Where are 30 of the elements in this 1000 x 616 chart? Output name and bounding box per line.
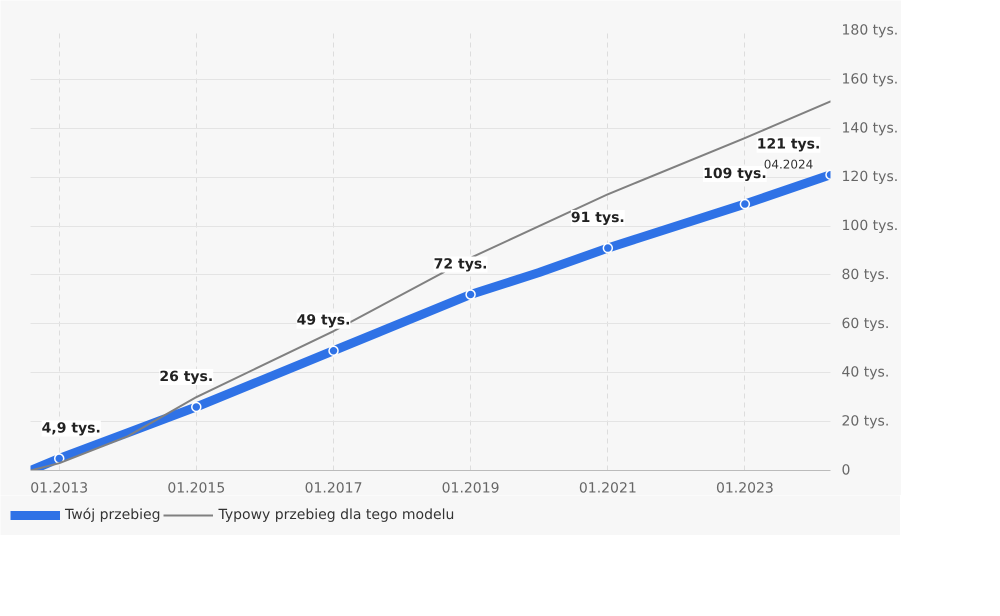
- y-tick-label: 140 tys.: [842, 120, 898, 136]
- data-label: 121 tys.: [756, 136, 820, 153]
- legend-label: Typowy przebieg dla tego modelu: [218, 507, 454, 523]
- y-tick-label: 80 tys.: [842, 266, 890, 283]
- data-label: 26 tys.: [159, 368, 214, 385]
- y-tick-label: 160 tys.: [842, 71, 898, 88]
- y-tick-label: 60 tys.: [842, 316, 890, 332]
- point: [191, 402, 202, 412]
- x-tick-label: 01.2013: [30, 480, 88, 496]
- y-tick-label: 100 tys.: [842, 218, 898, 234]
- point: [465, 289, 476, 300]
- data-label: 72 tys.: [434, 256, 488, 272]
- x-tick-label: 01.2021: [578, 480, 637, 496]
- y-tick-label: 0: [842, 462, 850, 478]
- x-tick-label: 01.2019: [442, 480, 500, 496]
- line-series: [30, 100, 830, 470]
- point: [602, 242, 614, 254]
- point: [740, 198, 750, 210]
- data-label: 4,9 tys.: [42, 420, 101, 437]
- data-label: 49 tys.: [296, 312, 350, 329]
- point: [328, 345, 339, 356]
- y-tick-label: 180 tys.: [842, 22, 898, 38]
- legend-label: Twój przebieg: [65, 507, 160, 523]
- x-tick-label: 01.2017: [304, 480, 362, 496]
- x-tick-label: 01.2023: [716, 480, 774, 496]
- y-tick-label: 120 tys.: [842, 169, 898, 186]
- y-tick-label: 20 tys.: [842, 414, 890, 430]
- data-label: 91 tys.: [570, 210, 625, 226]
- x-tick-label: 01.2015: [167, 480, 226, 496]
- y-tick-label: 40 tys.: [842, 364, 890, 381]
